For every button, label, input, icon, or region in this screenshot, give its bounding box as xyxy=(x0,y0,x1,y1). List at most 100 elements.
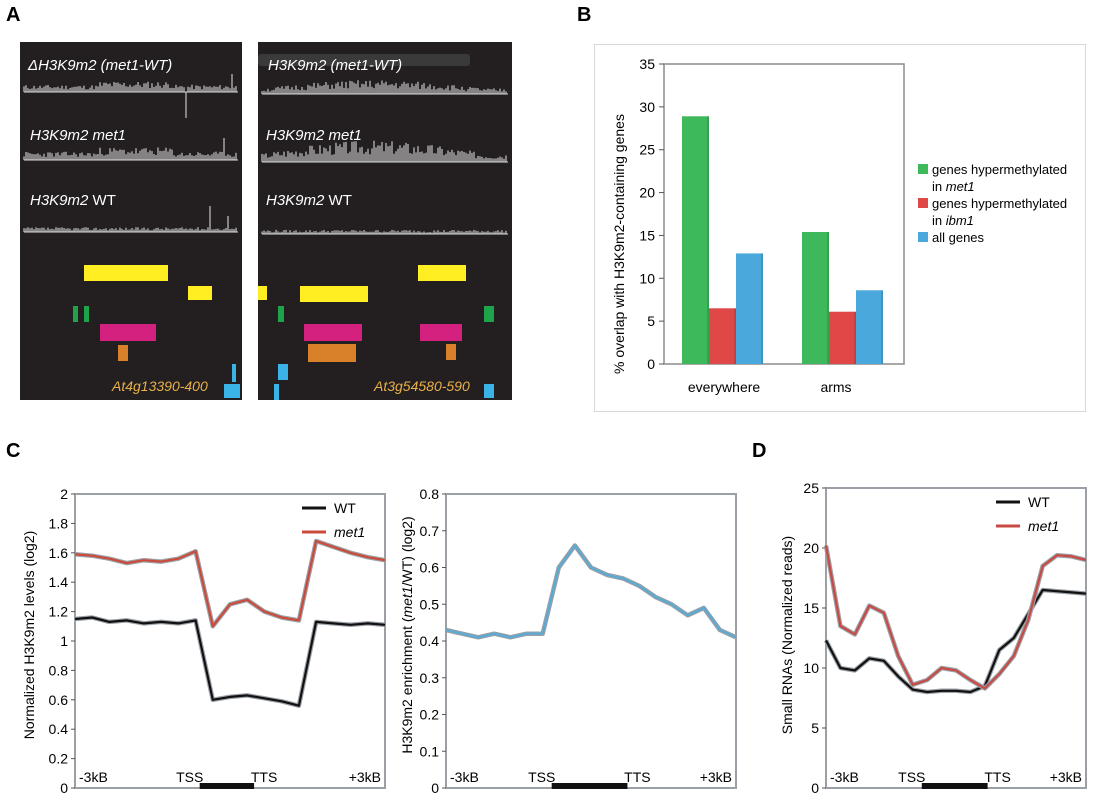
series-line-halo xyxy=(824,587,1087,695)
y-tick-label: 0.2 xyxy=(420,707,440,723)
legend-entry: met1 xyxy=(1028,518,1059,534)
genome-browser-left: ΔH3K9m2 (met1-WT) H3K9m2 met1 H3K9m2 WT … xyxy=(20,42,242,400)
y-axis-label: H3K9m2 enrichment (met1/WT) (log2) xyxy=(399,516,415,753)
annotation-block-yellow xyxy=(258,286,267,300)
x-tick-label: +3kB xyxy=(700,769,732,785)
x-tick-label: -3kB xyxy=(830,769,859,785)
y-tick-label: 10 xyxy=(639,270,655,286)
locus-label-left: At4g13390-400 xyxy=(112,378,208,394)
annotation-block-cyan xyxy=(274,384,279,400)
x-tick-label: +3kB xyxy=(1050,769,1082,785)
x-tick-label: -3kB xyxy=(450,769,479,785)
line-chart-c-left: 0 0.2 0.4 0.6 0.8 1 1.2 1.4 1.6 1.8 2 -3kB TSS TTS +3k… xyxy=(21,486,386,796)
y-tick-label: 0.4 xyxy=(420,633,440,649)
x-tick-label: -3kB xyxy=(79,769,108,785)
genome-browser-right: H3K9m2 (met1-WT) H3K9m2 met1 H3K9m2 WT A… xyxy=(258,42,512,400)
annotation-block-green xyxy=(84,306,89,322)
annotation-block-green xyxy=(484,306,494,322)
annotation-block-green xyxy=(73,306,78,322)
bar-shade xyxy=(707,116,709,365)
y-tick-label: 2 xyxy=(60,486,68,502)
gene-body-bar xyxy=(551,783,628,789)
panel-label-a: A xyxy=(6,4,21,26)
track-label-met1: H3K9m2 met1 xyxy=(30,127,126,144)
track-signals-right xyxy=(258,54,508,235)
track-signal xyxy=(261,140,507,162)
legend-entry: all genes xyxy=(932,230,985,245)
x-tick-label: +3kB xyxy=(349,769,381,785)
annotation-block-yellow xyxy=(300,286,368,302)
x-tick-label: TSS xyxy=(176,769,203,785)
panel-label-c: C xyxy=(6,440,21,462)
annotation-block-cyan xyxy=(484,384,494,398)
y-tick-label: 0.4 xyxy=(49,721,69,737)
x-tick-label: TSS xyxy=(898,769,925,785)
annotation-block-magenta xyxy=(304,324,362,341)
bar xyxy=(736,253,763,364)
series-line xyxy=(824,545,1087,690)
series-line xyxy=(825,588,1087,694)
annotation-block-green xyxy=(278,306,284,322)
y-tick-label: 0.1 xyxy=(420,743,440,759)
series-line-halo xyxy=(823,545,1087,691)
series-line-halo xyxy=(74,538,386,629)
legend-entry-line2: in met1 xyxy=(932,179,975,194)
panel-label-d: D xyxy=(752,440,767,462)
series-line xyxy=(74,616,386,707)
y-tick-label: 5 xyxy=(647,313,655,329)
annotation-block-yellow xyxy=(418,265,466,281)
x-tick-label: TTS xyxy=(984,769,1010,785)
track-label-delta: ΔH3K9m2 (met1-WT) xyxy=(28,57,173,74)
annotation-block-yellow xyxy=(84,265,168,281)
annotation-block-cyan xyxy=(278,364,288,380)
y-tick-label: 0.7 xyxy=(420,523,440,539)
y-tick-label: 1.6 xyxy=(49,545,69,561)
annotation-block-cyan xyxy=(224,384,240,398)
y-tick-label: 10 xyxy=(803,660,819,676)
line-chart-d: 0 5 10 15 20 25 -3kB TSS TTS +3kB WT met1 Small RN… xyxy=(779,480,1087,796)
y-tick-label: 1.2 xyxy=(49,604,69,620)
gene-body-bar xyxy=(921,783,988,789)
track-signal xyxy=(23,138,237,160)
y-tick-label: 0.6 xyxy=(49,692,69,708)
legend-swatch xyxy=(918,164,928,174)
track-label-met1: H3K9m2 met1 xyxy=(266,127,362,144)
y-tick-label: 25 xyxy=(803,480,819,496)
track-signal xyxy=(23,74,237,118)
plot-frame xyxy=(445,493,737,789)
bar-chart-b: 0 5 10 15 20 25 30 35 everywhere arms genes hyper… xyxy=(594,44,1086,412)
annotation-block-magenta xyxy=(100,324,156,341)
bar xyxy=(709,308,736,364)
y-tick-label: 0 xyxy=(811,780,819,796)
y-tick-label: 0.2 xyxy=(49,751,69,767)
y-tick-label: 0.8 xyxy=(49,662,69,678)
y-tick-label: 0.8 xyxy=(420,486,440,502)
series-line xyxy=(445,544,737,639)
y-tick-label: 0 xyxy=(431,780,439,796)
plot-frame xyxy=(663,63,905,365)
gene-body-bar xyxy=(199,783,255,789)
y-tick-label: 0.5 xyxy=(420,596,440,612)
annotation-block-orange xyxy=(308,344,356,362)
y-tick-label: 5 xyxy=(811,720,819,736)
y-tick-label: 1.8 xyxy=(49,515,69,531)
legend-entry-line2: in ibm1 xyxy=(932,213,974,228)
annotation-block-magenta xyxy=(420,324,462,341)
annotation-block-cyan xyxy=(232,364,236,382)
y-tick-label: 25 xyxy=(639,142,655,158)
track-signals-left xyxy=(23,74,238,233)
panel-label-b: B xyxy=(577,4,592,26)
line-chart-c-right: 00.10.20.30.40.50.60.70.8-3kB TSS TTS +3kB … xyxy=(399,486,737,796)
legend-entry: genes hypermethylated xyxy=(932,196,1067,211)
bar xyxy=(802,232,829,364)
y-tick-label: 0 xyxy=(647,356,655,372)
bar-shade xyxy=(734,308,736,364)
y-axis-label: Normalized H3K9m2 levels (log2) xyxy=(21,531,37,740)
track-signal xyxy=(23,206,237,232)
bar xyxy=(829,311,856,364)
track-label-delta: H3K9m2 (met1-WT) xyxy=(268,57,403,74)
x-tick-label: TSS xyxy=(528,769,555,785)
series-line xyxy=(74,539,386,628)
bar xyxy=(682,116,709,365)
x-tick-label: TTS xyxy=(624,769,650,785)
